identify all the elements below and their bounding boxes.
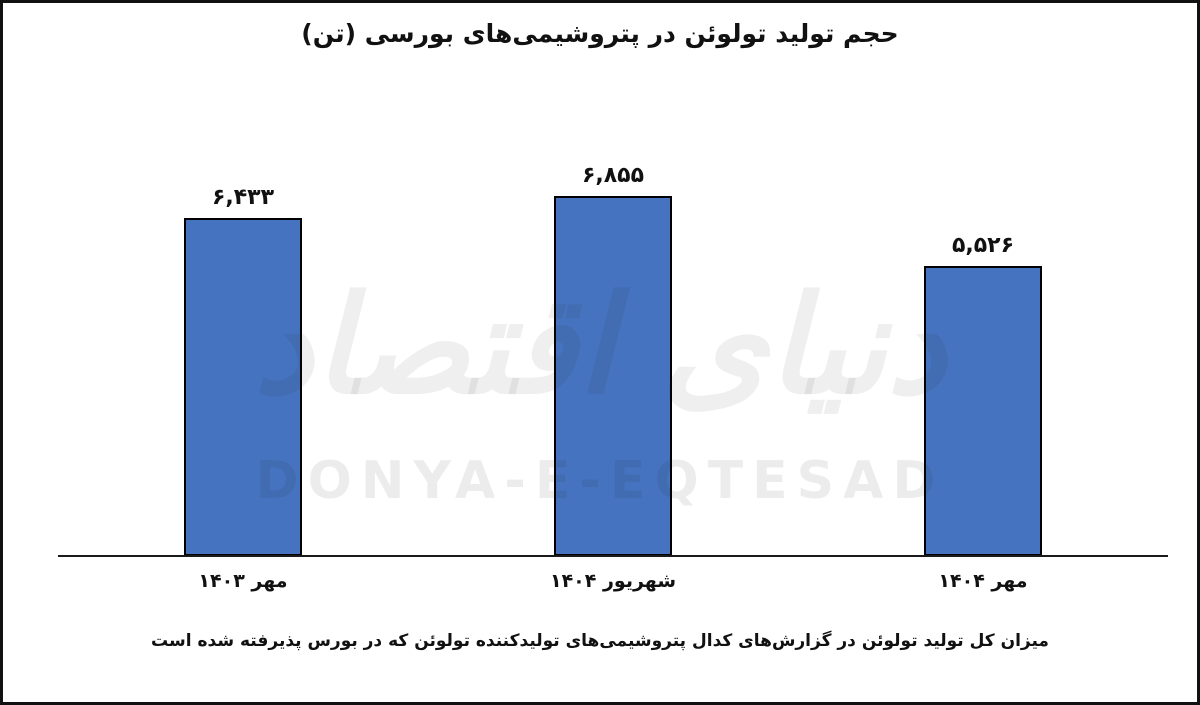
bar-group: ۶,۴۳۳ [58, 101, 428, 556]
chart-title: حجم تولید تولوئن در پتروشیمی‌های بورسی (… [301, 19, 899, 48]
x-axis-line [58, 555, 1168, 557]
plot-area: ۶,۴۳۳ ۶,۸۵۵ ۵,۵۲۶ [58, 101, 1168, 556]
bar-value-label: ۵,۵۲۶ [951, 233, 1015, 258]
bar-group: ۶,۸۵۵ [428, 101, 798, 556]
bar [924, 266, 1042, 556]
bar [184, 218, 302, 556]
x-axis-tick-label: مهر ۱۴۰۴ [938, 570, 1028, 592]
bar-value-label: ۶,۸۵۵ [581, 163, 645, 188]
x-axis-labels: مهر ۱۴۰۳ شهریور ۱۴۰۴ مهر ۱۴۰۴ [58, 566, 1168, 592]
x-axis-tick-label: مهر ۱۴۰۳ [198, 570, 288, 592]
bar [554, 196, 672, 556]
chart-caption: میزان کل تولید تولوئن در گزارش‌های کدال … [151, 631, 1049, 651]
bar-group: ۵,۵۲۶ [798, 101, 1168, 556]
bar-value-label: ۶,۴۳۳ [211, 185, 275, 210]
x-axis-tick-label: شهریور ۱۴۰۴ [549, 570, 677, 592]
